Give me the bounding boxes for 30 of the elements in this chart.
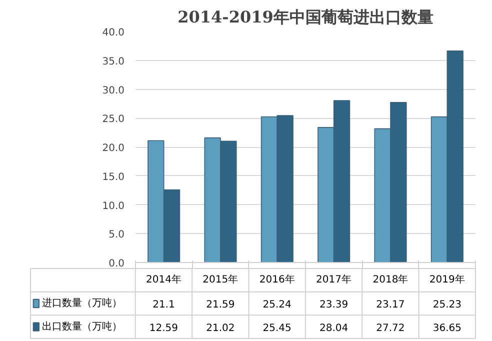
data-label: 23.39 <box>319 300 348 310</box>
x-tick-label: 2019年 <box>429 274 465 286</box>
x-tick-label: 2017年 <box>316 274 352 286</box>
data-label: 25.45 <box>262 322 292 334</box>
y-tick-label: 20.0 <box>102 143 124 154</box>
y-tick-label: 30.0 <box>102 85 124 96</box>
data-label: 21.02 <box>206 322 235 334</box>
data-label: 21.59 <box>206 300 235 310</box>
y-tick-label: 40.0 <box>102 28 124 38</box>
x-tick-label: 2014年 <box>146 274 182 286</box>
data-label: 27.72 <box>376 322 405 334</box>
x-tick-label: 2015年 <box>202 274 238 286</box>
y-tick-label: 35.0 <box>102 56 124 68</box>
x-tick-label: 2016年 <box>259 274 295 286</box>
data-label: 21.1 <box>152 300 175 310</box>
data-label: 28.04 <box>319 322 348 334</box>
y-tick-label: 5.0 <box>108 230 125 241</box>
y-tick-label: 15.0 <box>102 172 124 183</box>
y-tick-label: 25.0 <box>102 114 124 126</box>
data-label: 12.59 <box>149 322 178 334</box>
data-label: 25.24 <box>262 300 292 310</box>
data-label: 23.17 <box>376 300 405 310</box>
y-tick-label: 0.0 <box>108 258 125 270</box>
y-tick-label: 10.0 <box>102 200 124 212</box>
data-label: 25.23 <box>432 300 462 310</box>
legend-label: 出口数量（万吨） <box>42 320 122 332</box>
legend-label: 进口数量（万吨） <box>42 297 122 309</box>
chart-title: 2014-2019年中国葡萄进出口数量 <box>178 8 434 26</box>
data-label: 36.65 <box>432 322 462 334</box>
x-tick-label: 2018年 <box>372 274 408 286</box>
